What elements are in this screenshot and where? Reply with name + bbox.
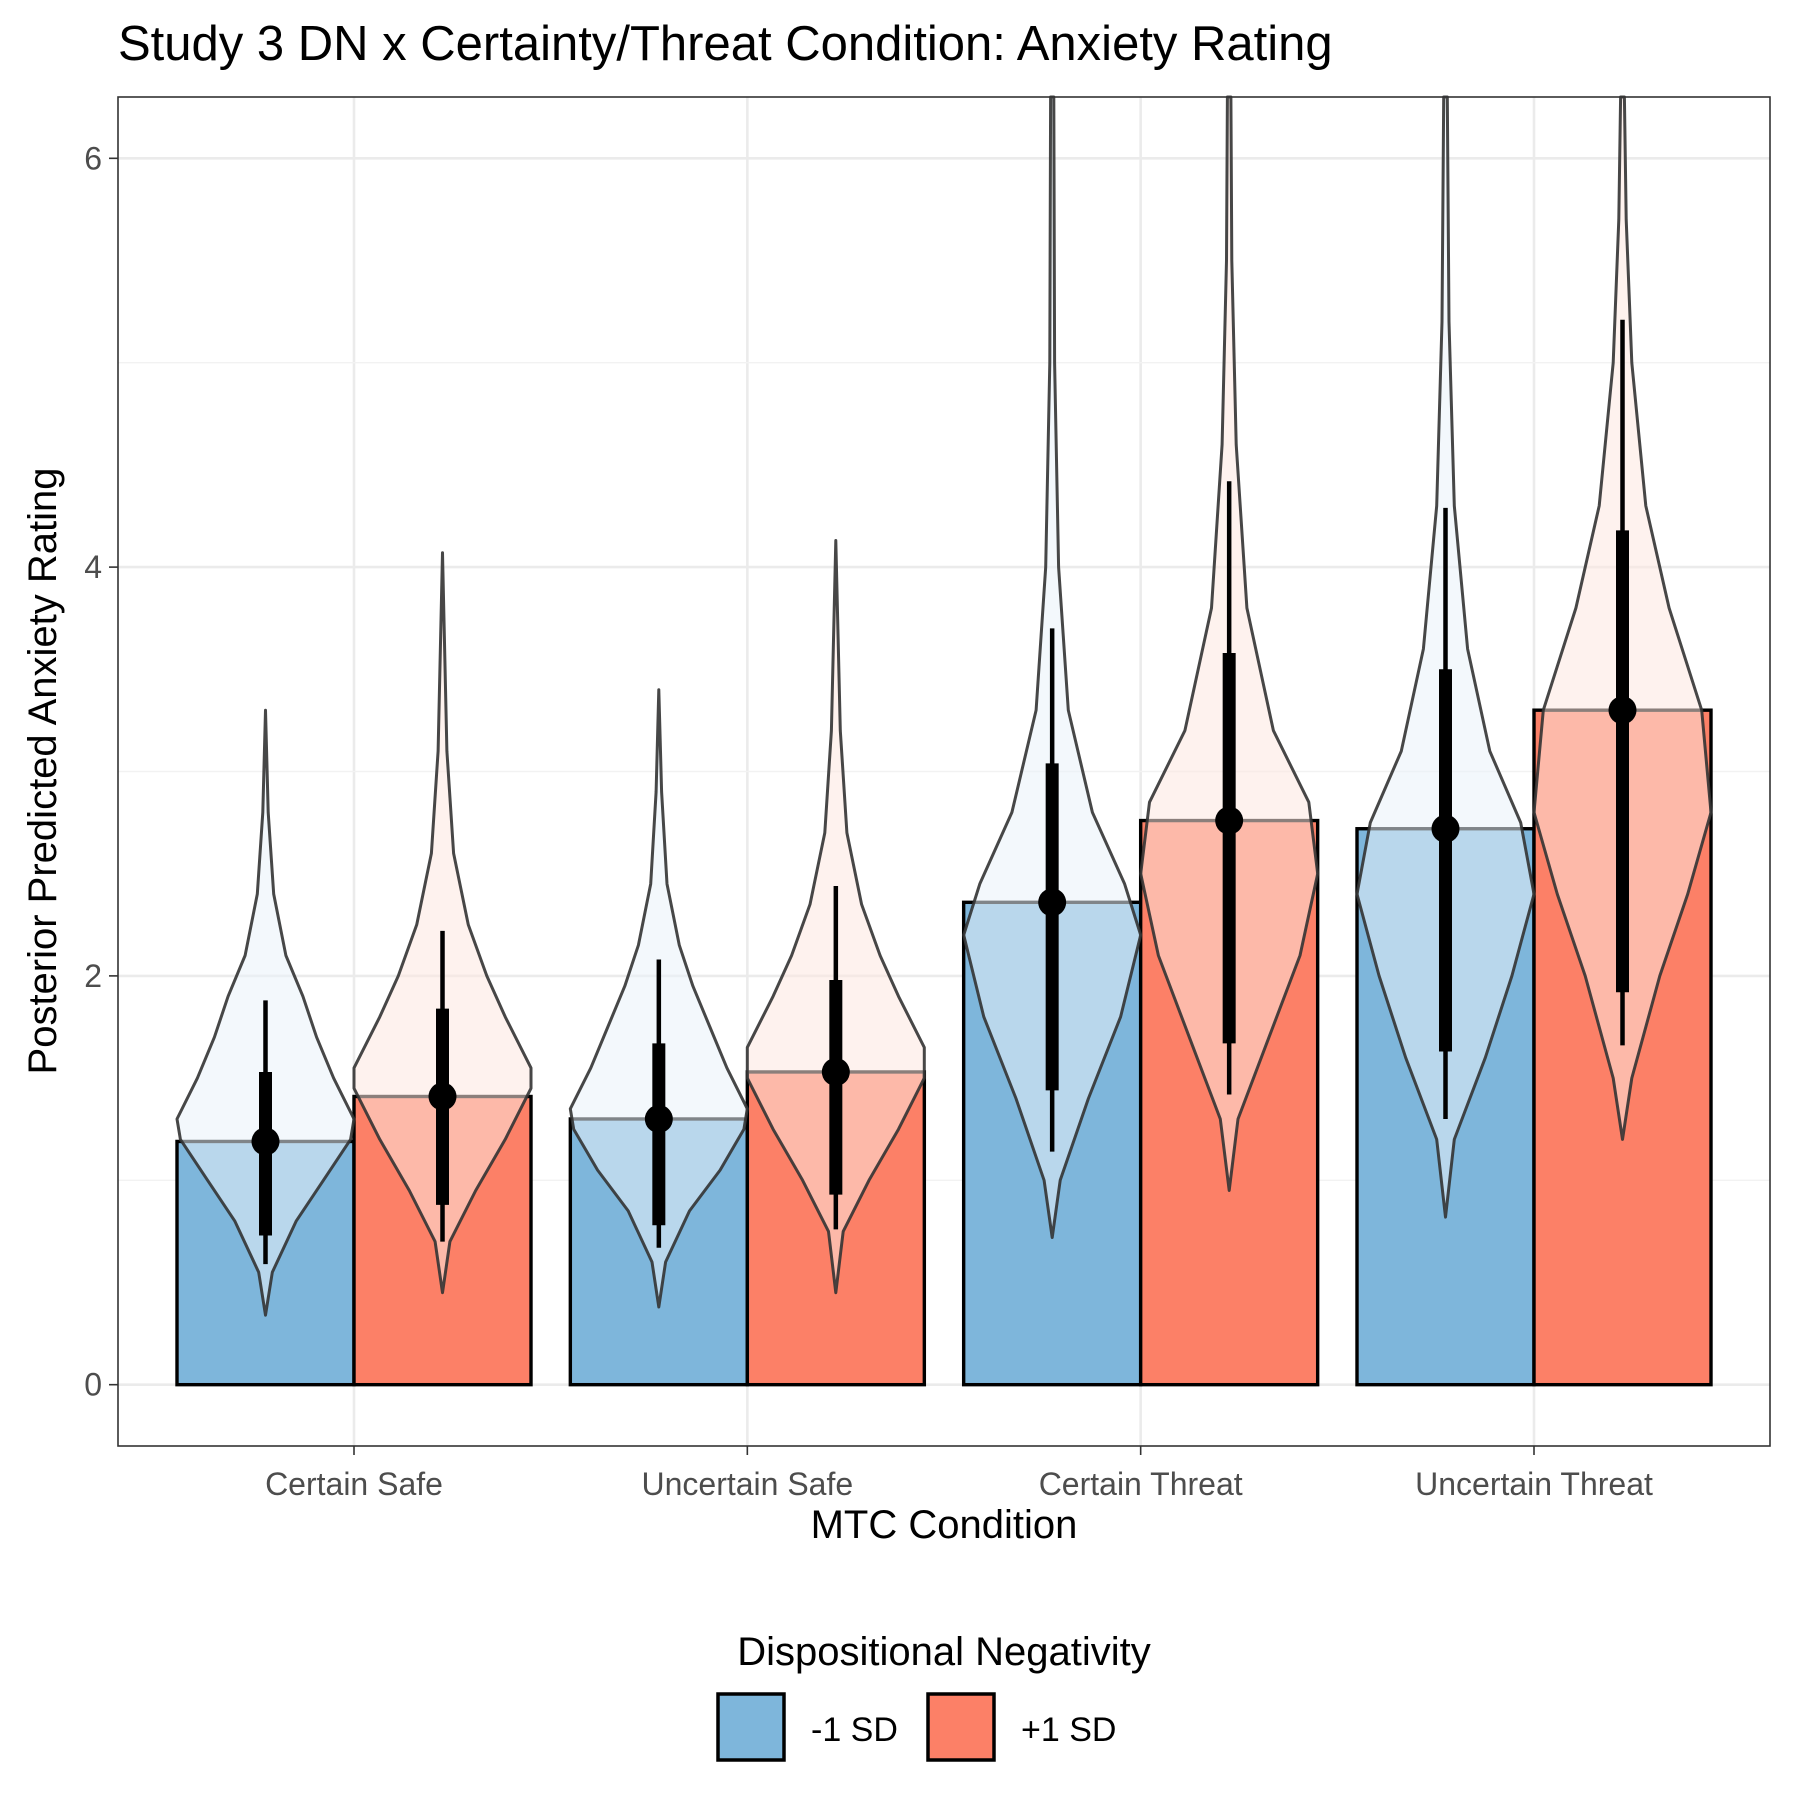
median-point: [1215, 806, 1244, 835]
x-tick-label: Certain Safe: [265, 1466, 443, 1502]
median-points: [251, 696, 1637, 1156]
intervals: [259, 319, 1629, 1265]
x-tick-label: Uncertain Threat: [1415, 1466, 1653, 1502]
chart-title: Study 3 DN x Certainty/Threat Condition:…: [118, 17, 1333, 71]
median-point: [428, 1082, 457, 1111]
x-axis: Certain Safe Uncertain Safe Certain Threat…: [265, 1446, 1653, 1502]
x-axis-label: MTC Condition: [811, 1503, 1078, 1547]
median-point: [1038, 888, 1067, 917]
y-tick-label: 4: [84, 549, 102, 585]
violin: [352, 551, 533, 1295]
legend: Dispositional Negativity -1 SD +1 SD: [716, 1630, 1151, 1762]
y-axis-label: Posterior Predicted Anxiety Rating: [21, 468, 65, 1075]
plot-panel-border: [117, 96, 1771, 1447]
x-tick-label: Uncertain Safe: [641, 1466, 853, 1502]
y-tick-label: 6: [84, 140, 102, 176]
median-point: [1608, 696, 1637, 725]
legend-key-plus-1sd: [926, 1692, 996, 1762]
legend-label-plus-1sd: +1 SD: [1021, 1711, 1116, 1749]
y-tick-label: 2: [84, 958, 102, 994]
legend-title: Dispositional Negativity: [737, 1630, 1151, 1674]
x-tick-label: Certain Threat: [1039, 1466, 1243, 1502]
y-axis: 0 2 4 6: [84, 140, 118, 1403]
legend-key-minus-1sd: [716, 1692, 786, 1762]
legend-label-minus-1sd: -1 SD: [811, 1711, 898, 1749]
y-tick-label: 0: [84, 1367, 102, 1403]
median-point: [821, 1057, 850, 1086]
median-point: [644, 1104, 673, 1133]
median-point: [1431, 814, 1460, 843]
median-point: [251, 1127, 280, 1156]
